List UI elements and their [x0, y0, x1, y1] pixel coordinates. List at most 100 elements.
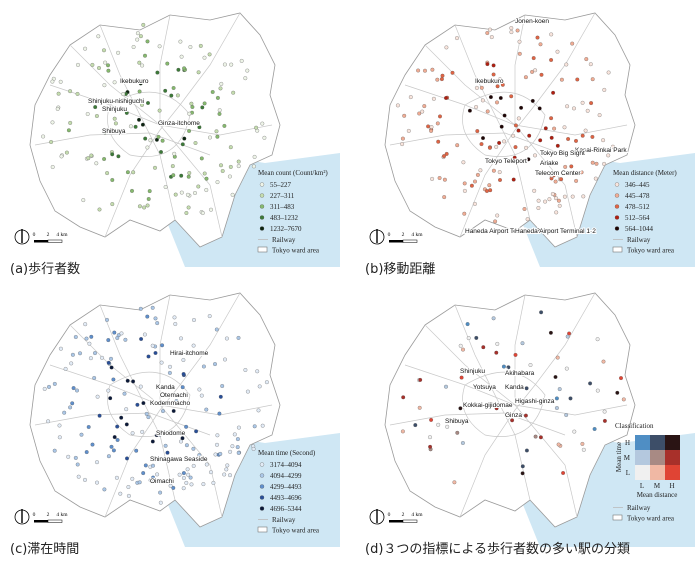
- station-dot: [108, 396, 113, 401]
- station-dot: [125, 170, 130, 175]
- station-dot: [231, 90, 236, 95]
- station-dot: [509, 26, 514, 31]
- station-dot: [517, 39, 522, 44]
- station-dot: [592, 427, 597, 431]
- station-dot: [46, 419, 51, 424]
- station-dot: [202, 171, 207, 176]
- station-label: Hirai-itchome: [170, 350, 209, 357]
- station-dot: [173, 192, 178, 197]
- legend-symbol: [259, 226, 265, 231]
- station-dot: [208, 135, 212, 140]
- station-label: Haneda Airport Terminal 3: [465, 228, 540, 235]
- station-dot: [210, 90, 215, 94]
- station-dot: [475, 129, 480, 134]
- station-dot: [83, 322, 88, 327]
- station-dot: [580, 100, 585, 105]
- station-dot: [543, 126, 548, 131]
- legend-symbol: [259, 182, 265, 187]
- station-dot: [76, 62, 80, 67]
- station-dot: [140, 122, 145, 127]
- station-dot: [137, 89, 142, 94]
- station-dot: [57, 435, 62, 440]
- station-label: Telecom Center: [535, 170, 581, 177]
- station-dot: [73, 335, 78, 339]
- station-dot: [93, 105, 98, 110]
- station-dot: [163, 88, 168, 93]
- station-label: Shinjuku: [102, 106, 127, 113]
- station-dot: [595, 337, 600, 342]
- station-dot: [84, 336, 89, 341]
- station-dot: [165, 61, 170, 66]
- station-dot: [516, 128, 521, 133]
- panel: Shinjuku Yotsuya Kokkai-gijidomae Shibuya Ak…: [365, 292, 695, 557]
- legend-symbol: [259, 204, 265, 209]
- station-dot: [141, 401, 146, 406]
- station-dot: [574, 178, 579, 183]
- station-dot: [515, 28, 520, 33]
- station-dot: [474, 85, 479, 90]
- station-dot: [475, 172, 480, 177]
- station-dot: [112, 435, 117, 440]
- station-dot: [163, 443, 168, 448]
- station-dot: [135, 402, 140, 407]
- station-dot: [568, 396, 573, 401]
- station-dot: [570, 41, 575, 46]
- station-dot: [495, 100, 499, 105]
- station-dot: [570, 194, 575, 199]
- station-dot: [431, 96, 436, 101]
- station-dot: [462, 181, 467, 186]
- station-dot: [501, 364, 506, 369]
- station-dot: [444, 384, 448, 389]
- station-dot: [452, 480, 457, 485]
- legend-label: Tokyo ward area: [627, 515, 675, 523]
- station-dot: [79, 432, 84, 437]
- station-dot: [138, 306, 143, 311]
- station-dot: [606, 70, 611, 75]
- station-dot: [156, 134, 161, 139]
- station-dot: [128, 124, 133, 129]
- legend-ward: [257, 526, 268, 533]
- station-dot: [564, 366, 569, 371]
- station-dot: [574, 138, 578, 143]
- legend-label: Railway: [627, 236, 651, 244]
- station-dot: [211, 480, 216, 485]
- station-dot: [193, 141, 198, 145]
- station-label: Haneda Airport Terminal 1·2: [515, 228, 596, 235]
- station-label: Akihabara: [505, 370, 535, 377]
- station-dot: [418, 377, 423, 382]
- station-dot: [118, 491, 123, 496]
- station-dot: [112, 330, 117, 335]
- station-dot: [157, 44, 162, 49]
- station-dot: [430, 67, 435, 72]
- legend-ward: [612, 514, 623, 521]
- station-dot: [187, 171, 192, 175]
- station-dot: [251, 164, 256, 169]
- station-dot: [254, 125, 259, 130]
- station-dot: [528, 363, 533, 367]
- station-dot: [462, 188, 467, 193]
- legend-label: 564–1044: [625, 225, 654, 233]
- station-dot: [588, 381, 593, 386]
- station-dot: [188, 475, 193, 480]
- station-dot: [56, 91, 61, 96]
- station-dot: [480, 98, 485, 103]
- station-dot: [435, 121, 440, 126]
- station-dot: [153, 351, 158, 355]
- station-dot: [225, 463, 230, 468]
- station-dot: [479, 142, 484, 147]
- station-dot: [422, 104, 427, 109]
- station-dot: [439, 77, 444, 82]
- station-dot: [236, 425, 241, 430]
- station-label: Shibuya: [445, 418, 469, 425]
- station-dot: [84, 450, 89, 455]
- station-dot: [466, 336, 471, 341]
- station-label: Kodemmacho: [150, 400, 190, 407]
- legend-axis: Mean time: [615, 442, 623, 472]
- legend-symbol: [259, 215, 265, 220]
- station-dot: [562, 125, 567, 130]
- station-dot: [86, 425, 91, 429]
- station-dot: [491, 63, 496, 68]
- station-dot: [150, 305, 155, 310]
- station-dot: [58, 346, 63, 351]
